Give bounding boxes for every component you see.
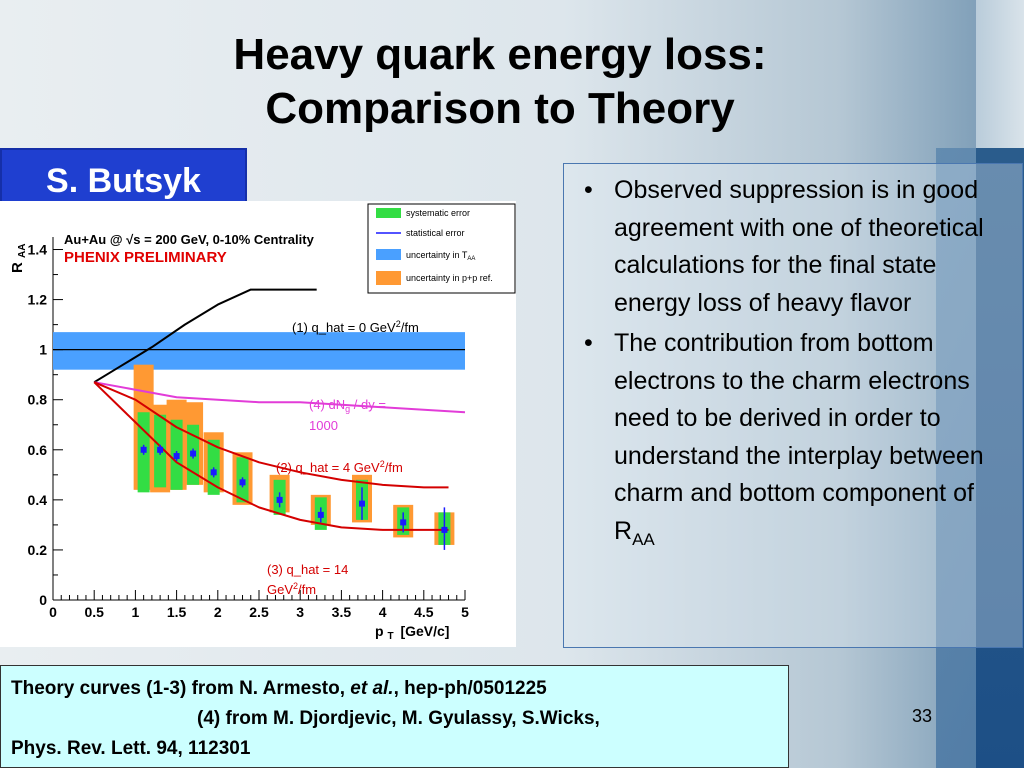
raa-chart-svg: 0 0.2 0.4 0.6 0.8 1 1.2 1.4 0 0.5 1 1.5 2 2.5 3 3.5 4 4.5… [9,203,516,642]
y-axis-title-sub: AA [17,244,28,258]
background-stripe-right [976,148,1024,768]
y-axis-title: R AA [9,244,28,273]
chart-header: Au+Au @ √s = 200 GeV, 0-10% Centrality [64,232,315,247]
slide-title-line1: Heavy quark energy loss: [233,30,767,79]
citation-line-1: Theory curves (1-3) from N. Armesto, et … [11,678,547,699]
bullet-item-1: • Observed suppression is in good agreem… [574,172,1018,322]
slide-title: Heavy quark energy loss: Comparison to T… [100,28,900,136]
y-axis-title-main: R [9,262,26,273]
data-point [210,469,217,476]
curve-label-4-line2: 1000 [309,418,338,433]
svg-text:R AA: R AA [9,244,28,273]
bullet-text-2-subscript: AA [632,529,655,549]
legend-label-systematic: systematic error [406,208,470,218]
data-point [190,450,197,457]
y-tick-label: 0.4 [28,492,48,508]
y-tick-label: 0 [39,592,47,608]
bullet-text-1: Observed suppression is in good agreemen… [614,176,984,317]
bullet-panel: • Observed suppression is in good agreem… [563,163,1023,648]
x-tick-label: 2 [214,604,222,620]
bullet-item-2: • The contribution from bottom electrons… [574,325,1018,558]
curve-label-4: (4) dNg / dy = [309,397,386,414]
data-point [400,519,407,526]
legend-label-ppref: uncertainty in p+p ref. [406,273,493,283]
x-tick-label: 4.5 [414,604,434,620]
x-tick-label: 1.5 [167,604,187,620]
x-tick-label: 3 [296,604,304,620]
y-tick-label: 0.2 [28,542,48,558]
x-axis-title-sub: T [387,631,393,642]
chart-preliminary: PHENIX PRELIMINARY [64,249,227,266]
x-axis-title: p T [GeV/c] [375,623,449,642]
x-axis-title-unit: [GeV/c] [400,623,449,639]
curve-label-3: (3) q_hat = 14 [267,562,348,577]
x-tick-label: 1 [132,604,140,620]
legend-swatch-systematic [376,208,401,218]
y-tick-label: 1 [39,342,47,358]
y-tick-label: 0.8 [28,392,48,408]
raa-chart: 0 0.2 0.4 0.6 0.8 1 1.2 1.4 0 0.5 1 1.5 2 2.5 3 3.5 4 4.5… [0,201,516,647]
data-point [317,511,324,518]
x-tick-label: 5 [461,604,469,620]
y-tick-label: 0.6 [28,442,48,458]
x-axis-title-main: p [375,623,384,639]
bullet-glyph: • [584,329,593,357]
data-point [239,479,246,486]
data-point [173,453,180,460]
bullet-list: • Observed suppression is in good agreem… [574,172,1018,558]
y-tick-label: 1.4 [28,242,48,258]
legend-label-taa: uncertainty in TAA [406,250,475,262]
data-point [157,446,164,453]
slide-title-line2: Comparison to Theory [265,84,735,133]
legend-swatch-ppref [376,271,401,285]
theory-curve-1 [93,288,317,384]
citation-footer: Theory curves (1-3) from N. Armesto, et … [0,665,789,768]
curve-label-1: (1) q_hat = 0 GeV2/fm [292,319,419,335]
x-tick-label: 2.5 [249,604,269,620]
chart-legend: systematic error statistical error uncer… [367,203,516,294]
curve-label-3-line2: GeV2/fm [267,581,316,597]
x-tick-label: 4 [379,604,387,620]
legend-swatch-taa [376,249,401,260]
background-stripe-top [976,0,1024,148]
page-number: 33 [912,706,933,726]
citation-line-3: Phys. Rev. Lett. 94, 112301 [11,738,251,759]
taa-uncertainty-band [53,332,465,370]
citation-line-2: (4) from M. Djordjevic, M. Gyulassy, S.W… [197,708,600,729]
theory-curve-2 [94,381,466,414]
x-tick-label: 0 [49,604,57,620]
data-point [276,496,283,503]
x-tick-label: 3.5 [332,604,352,620]
background-stripe-mid [936,148,976,768]
theory-curve-3 [93,381,449,489]
data-point [359,500,365,507]
legend-label-statistical: statistical error [406,228,465,238]
data-point [140,446,147,453]
curve-label-2: (2) q_hat = 4 GeV2/fm [276,459,403,475]
x-tick-label: 0.5 [84,604,104,620]
y-tick-label: 1.2 [28,292,48,308]
data-point [441,526,448,533]
svg-text:p T [GeV/c]: p T [GeV/c] [375,623,449,642]
bullet-text-2: The contribution from bottom electrons t… [614,329,984,545]
bullet-glyph: • [584,176,593,204]
